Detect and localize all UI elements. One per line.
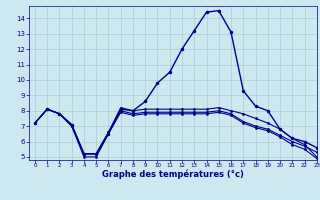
X-axis label: Graphe des températures (°c): Graphe des températures (°c) xyxy=(102,170,244,179)
